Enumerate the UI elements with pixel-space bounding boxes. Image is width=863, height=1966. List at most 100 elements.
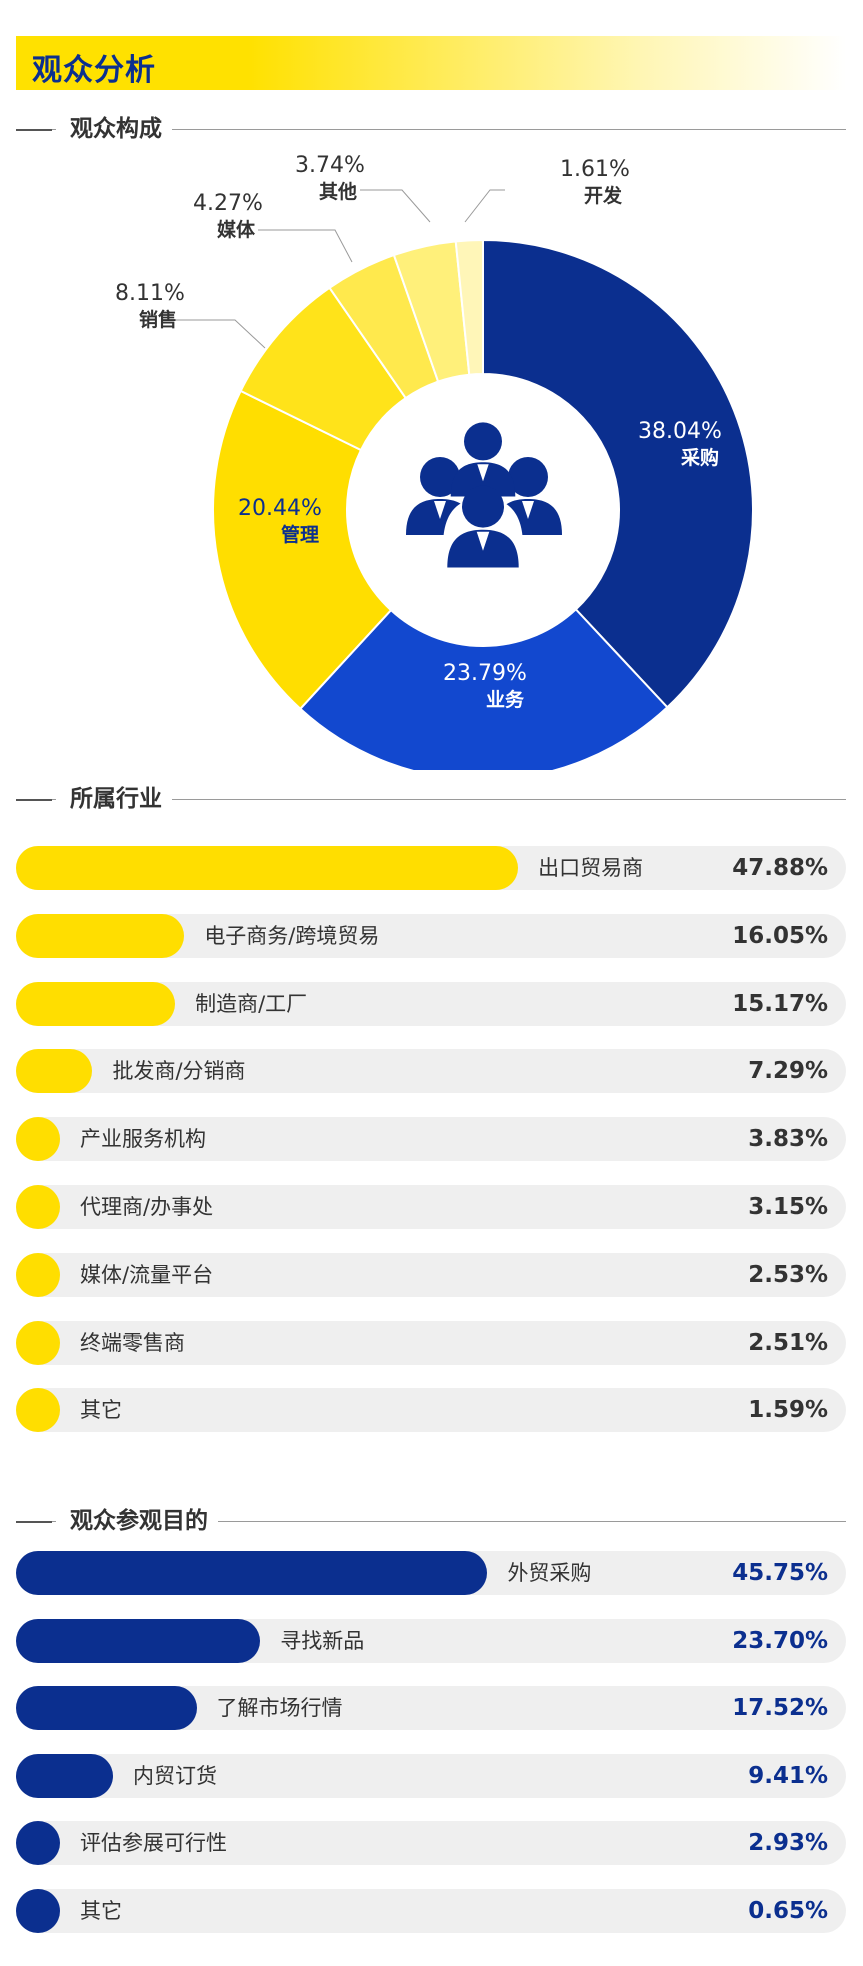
bar-fill — [16, 1889, 60, 1933]
donut-slice-2 — [298, 607, 669, 770]
bar-value-label: 15.17% — [732, 990, 828, 1017]
bar-value-label: 2.51% — [748, 1329, 828, 1356]
bar-row: 其它 0.65% — [16, 1889, 846, 1933]
page-title: 观众分析 — [32, 53, 156, 88]
bar-track — [16, 1185, 846, 1229]
bar-category-label: 电子商务/跨境贸易 — [204, 923, 380, 948]
donut-slice-1 — [482, 238, 754, 709]
bar-track — [16, 1821, 846, 1866]
bar-row: 其它 1.59% — [16, 1388, 846, 1433]
bar-category-label: 批发商/分销商 — [112, 1059, 246, 1084]
donut-category-label: 业务 — [486, 688, 525, 711]
bar-value-label: 0.65% — [748, 1898, 828, 1924]
bar-row: 评估参展可行性 2.93% — [16, 1821, 846, 1866]
bar-row: 外贸采购 45.75% — [16, 1551, 846, 1595]
bar-track — [16, 1388, 846, 1433]
section-header-purpose: 观众参观目的 — [16, 1506, 846, 1536]
bar-category-label: 外贸采购 — [507, 1561, 592, 1585]
bar-row: 内贸订货 9.41% — [16, 1753, 846, 1798]
bar-track — [16, 1753, 846, 1798]
bar-value-label: 23.70% — [732, 1627, 828, 1654]
bar-track — [16, 1049, 846, 1094]
bar-category-label: 产业服务机构 — [80, 1127, 206, 1152]
donut-chart: 38.04%采购 23.79%业务 20.44%管理 8.11%销售 4.27%媒体 3.… — [115, 153, 754, 770]
donut-value-label: 4.27% — [193, 191, 263, 216]
bar-category-label: 内贸订货 — [132, 1763, 217, 1788]
donut-leader-line — [464, 189, 505, 223]
bar-fill — [16, 1117, 60, 1162]
bar-row: 出口贸易商 47.88% — [16, 846, 846, 890]
bar-category-label: 出口贸易商 — [538, 856, 644, 880]
donut-value-label: 8.11% — [115, 281, 185, 306]
donut-value-label: 1.61% — [560, 157, 630, 182]
donut-category-label: 采购 — [681, 446, 719, 469]
bar-fill — [16, 1252, 60, 1297]
section-title-industry: 所属行业 — [56, 784, 172, 814]
bar-category-label: 终端零售商 — [80, 1330, 185, 1355]
bar-track — [16, 1889, 846, 1933]
donut-value-label: 20.44% — [238, 496, 322, 521]
bar-row: 了解市场行情 17.52% — [16, 1686, 846, 1731]
bar-row: 电子商务/跨境贸易 16.05% — [16, 913, 846, 958]
donut-category-label: 开发 — [584, 184, 623, 207]
bar-value-label: 45.75% — [732, 1560, 828, 1586]
bar-track — [16, 1252, 846, 1297]
bar-row: 制造商/工厂 15.17% — [16, 981, 846, 1026]
section-header-composition: 观众构成 — [16, 114, 846, 144]
section-header-industry: 所属行业 — [16, 784, 846, 814]
audience-group-icon — [406, 422, 562, 568]
bar-value-label: 17.52% — [732, 1695, 828, 1722]
bar-category-label: 其它 — [80, 1398, 122, 1423]
donut-category-label: 销售 — [139, 308, 177, 331]
bar-fill — [16, 1551, 488, 1595]
donut-value-label: 23.79% — [443, 661, 527, 686]
donut-category-label: 媒体 — [217, 218, 256, 241]
donut-category-label: 管理 — [281, 523, 319, 546]
bar-value-label: 16.05% — [732, 922, 828, 949]
bar-fill — [16, 1320, 60, 1365]
bar-value-label: 47.88% — [732, 855, 828, 881]
bar-fill — [16, 1753, 113, 1798]
bar-value-label: 3.15% — [748, 1194, 828, 1220]
donut-slice-3 — [212, 389, 393, 711]
bar-row: 媒体/流量平台 2.53% — [16, 1252, 846, 1297]
donut-slice-7 — [454, 238, 484, 376]
bar-fill — [16, 1049, 93, 1094]
bar-fill — [16, 1388, 60, 1433]
donut-leader-line — [170, 319, 266, 349]
bar-value-label: 2.53% — [748, 1261, 828, 1288]
bar-category-label: 其它 — [80, 1899, 122, 1923]
section-title-purpose: 观众参观目的 — [56, 1506, 218, 1536]
bar-value-label: 2.93% — [748, 1830, 828, 1857]
bar-category-label: 寻找新品 — [280, 1628, 365, 1653]
bar-track — [16, 1320, 846, 1365]
bar-category-label: 评估参展可行性 — [80, 1831, 227, 1856]
bar-fill — [16, 1185, 60, 1229]
donut-value-label: 3.74% — [295, 153, 365, 178]
donut-leader-line — [258, 229, 353, 263]
page-header: 观众分析 — [16, 36, 846, 90]
bar-fill — [16, 1618, 261, 1663]
bar-row: 批发商/分销商 7.29% — [16, 1049, 846, 1094]
bar-row: 代理商/办事处 3.15% — [16, 1185, 846, 1229]
bar-row: 终端零售商 2.51% — [16, 1320, 846, 1365]
bar-category-label: 代理商/办事处 — [80, 1195, 214, 1219]
bar-row: 产业服务机构 3.83% — [16, 1117, 846, 1162]
bar-fill — [16, 1686, 197, 1731]
bar-fill — [16, 913, 185, 958]
bar-category-label: 媒体/流量平台 — [80, 1262, 214, 1287]
bar-value-label: 3.83% — [748, 1126, 828, 1153]
bar-fill — [16, 1821, 60, 1866]
bar-track — [16, 1117, 846, 1162]
bar-row: 寻找新品 23.70% — [16, 1618, 846, 1663]
bar-value-label: 9.41% — [748, 1762, 828, 1789]
bar-category-label: 制造商/工厂 — [195, 991, 308, 1016]
bar-fill — [16, 981, 176, 1026]
bar-fill — [16, 846, 519, 890]
donut-value-label: 38.04% — [638, 419, 722, 444]
bar-value-label: 1.59% — [748, 1397, 828, 1424]
bar-category-label: 了解市场行情 — [216, 1696, 343, 1721]
donut-category-label: 其他 — [319, 180, 357, 203]
section-title-composition: 观众构成 — [56, 114, 172, 144]
bar-value-label: 7.29% — [748, 1058, 828, 1085]
